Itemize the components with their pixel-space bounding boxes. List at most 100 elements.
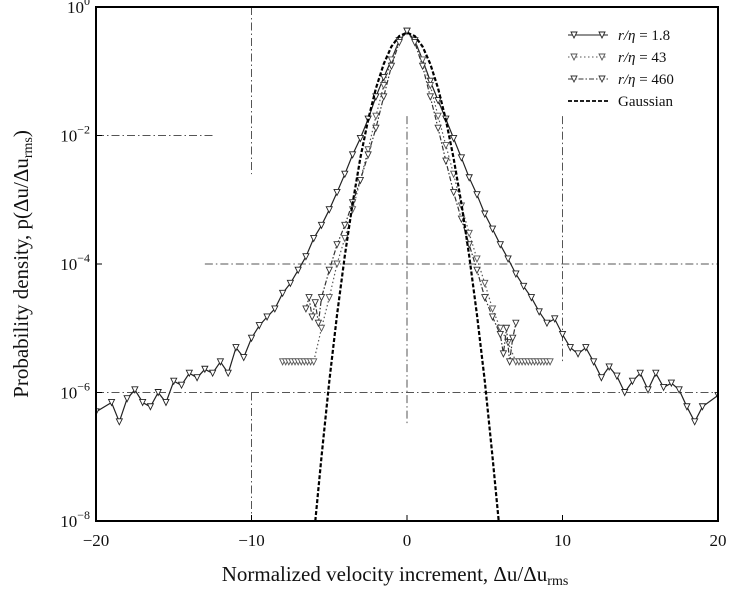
series-1-point [170,377,178,386]
series-2-point [309,358,318,366]
series-1-point [247,334,256,343]
series-3-point [305,294,313,302]
series-1-point [146,403,155,411]
series-1-point [255,322,264,330]
series-1-point [302,253,310,261]
series-1-point [449,134,458,143]
legend-item: Gaussian [568,94,673,110]
series-1-point [426,77,435,86]
series-3-point [481,294,489,302]
series-1-point [154,389,162,397]
x-tick-label: 20 [710,531,727,550]
series-1-point [185,369,194,378]
series-3-point [341,221,349,230]
series-3-point [317,294,326,302]
series-1-point [659,383,668,392]
legend-label: r/η = 43 [618,50,666,66]
series-1-point [457,154,466,162]
x-tick-label: 10 [554,531,571,550]
series-1-point [138,399,147,407]
legend-item: r/η = 460 [568,72,674,88]
series-2-point [488,305,497,313]
legend-label: r/η = 460 [618,72,674,88]
series-1-point [465,174,473,182]
series-1-point [698,403,707,411]
series-2-point [546,358,554,366]
series-1-point [535,308,543,316]
series-1-point [628,377,637,386]
series-2 [278,27,554,366]
series-3-point [512,319,520,328]
series-1-point [434,97,442,105]
series-1-point [239,354,248,362]
series-1-point [341,170,349,179]
series-2-point [473,255,481,263]
series-1-point [488,225,497,234]
series-3-point [364,151,372,159]
series-1-point [193,374,201,382]
series-1-point [356,134,365,143]
series-1-point [613,372,621,381]
series-1-point [286,279,295,288]
series-1-point [620,389,629,397]
series-1-point [263,313,271,321]
series-1-point [232,344,240,352]
series-2-point [317,324,326,333]
legend-point [570,75,578,84]
series-3-point [379,93,388,101]
series-1-point [496,241,505,249]
series-3-point [473,266,481,275]
series-1-point [519,282,528,291]
y-tick-label: 10−6 [60,380,90,403]
series-1-point [348,151,357,159]
y-tick-label: 10−2 [60,123,90,146]
series-1-point [107,399,116,407]
series-1-point [589,358,598,366]
series-1-point [309,234,318,243]
series-1-point [675,386,683,394]
series-1-point [379,74,388,82]
series-1-point [162,399,170,407]
legend-point [598,53,606,62]
series-3-point [325,266,333,275]
legend-point [598,31,606,40]
series-3-point [314,319,323,328]
x-tick-label: 0 [403,531,412,550]
x-tick-label: −10 [238,531,265,550]
series-1-point [294,266,302,275]
series-1-point [123,395,131,403]
series-2-point [333,260,341,269]
series-1-point [558,331,567,339]
series-1-point [131,386,139,394]
legend-label: r/η = 1.8 [618,28,670,44]
series-1-point [201,365,209,374]
series-1-point [644,386,652,394]
series-3-point [387,62,396,71]
series-1-point [543,319,551,328]
series-3-point [442,157,450,166]
series-3-point [499,350,508,358]
series-2-point [379,82,388,90]
series-3-point [488,313,497,321]
series-1-point [582,344,590,352]
reference-lines [96,7,718,521]
series-1-point [216,358,225,366]
series-2-point [442,142,450,150]
series-1-point [597,374,606,382]
legend-label: Gaussian [618,94,673,110]
legend-item: r/η = 43 [568,50,666,66]
series-1-point [550,315,559,323]
series-3-point [411,39,419,47]
series-1-point [605,363,613,371]
series-1-point [566,344,575,352]
series-1-point [271,305,279,313]
series-3-point [333,241,341,249]
series-3-point [509,334,517,343]
series-1-point [224,369,232,378]
series-1-point [683,403,691,411]
series-1-point [333,188,341,197]
series-1-point [636,369,644,378]
series-3-point [505,358,514,366]
series-2-point [426,82,435,90]
